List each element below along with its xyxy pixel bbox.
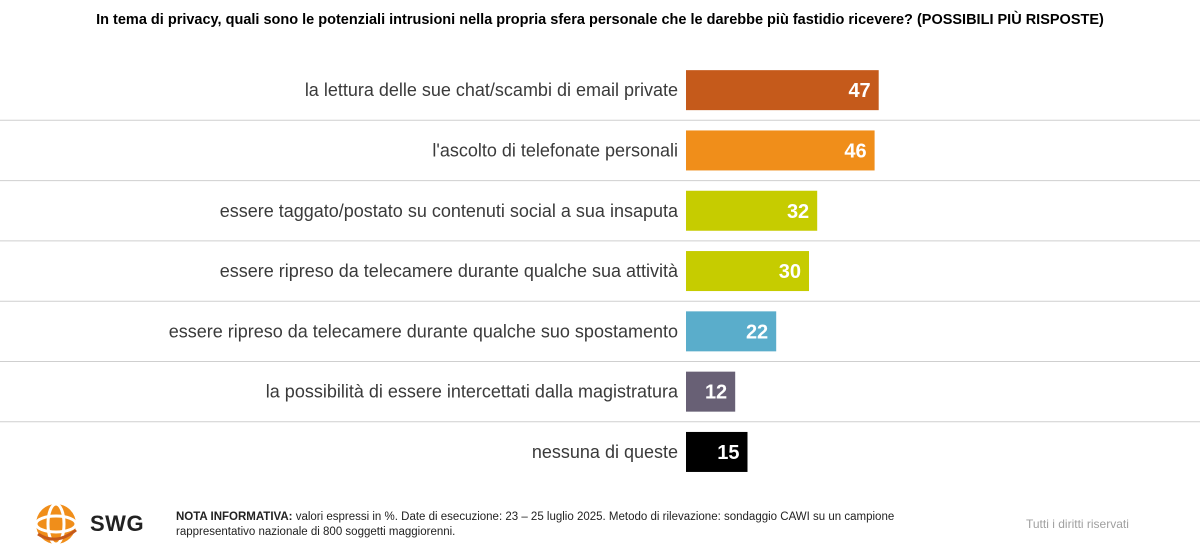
note-text: valori espressi in %. Date di esecuzione…: [176, 511, 895, 538]
chart-title: In tema di privacy, quali sono le potenz…: [96, 12, 1104, 28]
category-label: l'ascolto di telefonate personali: [432, 140, 678, 160]
bar: [686, 251, 809, 292]
category-label: la lettura delle sue chat/scambi di emai…: [305, 80, 678, 100]
note-label: NOTA INFORMATIVA:: [176, 511, 293, 523]
footer-note: NOTA INFORMATIVA: valori espressi in %. …: [176, 510, 976, 540]
globe-icon: [34, 502, 78, 546]
bar: [686, 311, 777, 352]
bar: [686, 190, 818, 231]
category-label: essere ripreso da telecamere durante qua…: [220, 261, 679, 281]
value-label: 46: [844, 140, 866, 162]
value-label: 22: [746, 321, 768, 343]
value-label: 47: [848, 80, 870, 102]
brand-name: SWG: [90, 511, 145, 536]
rights-text: Tutti i diritti riservati: [1026, 517, 1129, 531]
bar: [686, 130, 875, 171]
category-label: essere ripreso da telecamere durante qua…: [169, 321, 678, 341]
value-label: 30: [779, 261, 801, 283]
swg-logo: SWG: [34, 500, 154, 550]
value-label: 15: [717, 442, 739, 464]
bar: [686, 70, 879, 111]
bar: [686, 371, 736, 412]
category-label: essere taggato/postato su contenuti soci…: [220, 201, 679, 221]
category-label: la possibilità di essere intercettati da…: [266, 382, 679, 402]
category-label: nessuna di queste: [532, 442, 678, 462]
value-label: 32: [787, 201, 809, 223]
bar: [686, 431, 748, 472]
value-label: 12: [705, 382, 727, 404]
